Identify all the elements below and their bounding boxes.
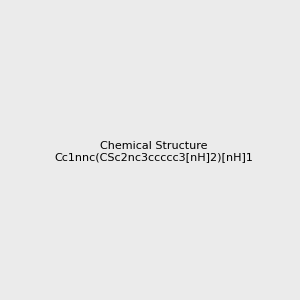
Text: Chemical Structure
Cc1nnc(CSc2nc3ccccc3[nH]2)[nH]1: Chemical Structure Cc1nnc(CSc2nc3ccccc3[… [54, 141, 253, 162]
